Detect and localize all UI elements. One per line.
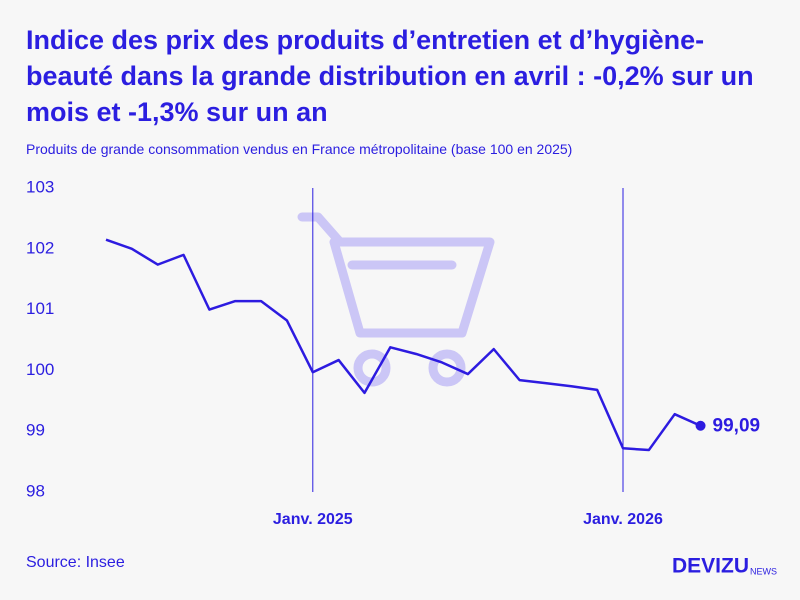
series-line — [105, 238, 702, 452]
x-tick-label: Janv. 2026 — [583, 511, 663, 528]
x-tick-label: Janv. 2025 — [273, 511, 353, 528]
y-tick-label: 100 — [26, 360, 54, 379]
brand-suffix: NEWS — [750, 566, 777, 576]
value-label: 99,09 — [713, 416, 761, 437]
chart-subtitle: Produits de grande consommation vendus e… — [26, 141, 573, 157]
chart-title: Indice des prix des produits d’entretien… — [26, 25, 754, 127]
brand-logo: DEVIZU — [672, 555, 749, 578]
y-tick-label: 103 — [26, 177, 54, 196]
y-tick-label: 98 — [26, 481, 45, 500]
y-tick-label: 99 — [26, 421, 45, 440]
cart-icon — [297, 212, 495, 387]
y-tick-label: 101 — [26, 299, 54, 318]
y-tick-label: 102 — [26, 238, 54, 257]
source: Source: Insee — [26, 554, 125, 571]
end-point — [695, 420, 706, 431]
